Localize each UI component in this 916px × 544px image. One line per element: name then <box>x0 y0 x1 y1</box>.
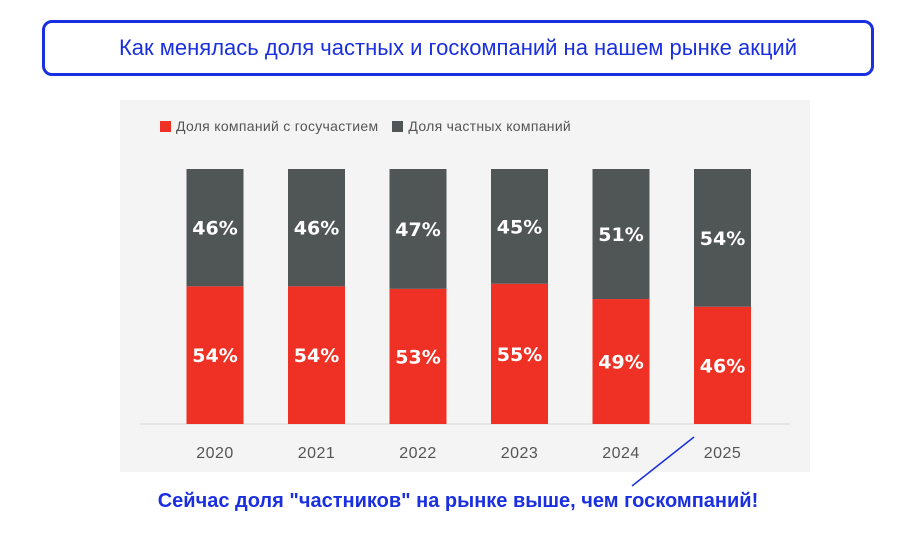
data-label-private-2022: 47% <box>395 219 440 241</box>
bar-state-2020 <box>186 286 244 424</box>
data-label-state-2022: 53% <box>395 346 440 368</box>
legend: Доля компаний с госучастием Доля частных… <box>160 116 585 136</box>
legend-swatch-state <box>160 120 171 132</box>
bar-state-2022 <box>389 288 447 424</box>
data-label-state-2021: 54% <box>294 345 339 367</box>
bar-state-2024 <box>592 299 650 424</box>
x-tick-label-2021: 2021 <box>298 445 336 462</box>
x-tick-label-2022: 2022 <box>399 445 437 462</box>
x-tick-label-2025: 2025 <box>704 445 742 462</box>
legend-item-private: Доля частных компаний <box>392 118 571 134</box>
bar-private-2023 <box>491 169 548 284</box>
x-tick-label-2024: 2024 <box>602 445 640 462</box>
data-label-private-2025: 54% <box>700 228 745 250</box>
legend-label-state: Доля компаний с госучастием <box>176 118 379 134</box>
annotation-note: Сейчас доля "частников" на рынке выше, ч… <box>157 490 759 512</box>
title-box: Как менялась доля частных и госкомпаний … <box>42 20 874 76</box>
bar-private-2022 <box>389 169 447 289</box>
bar-private-2025 <box>694 169 751 307</box>
data-label-private-2021: 46% <box>294 218 339 240</box>
legend-item-state: Доля компаний с госучастием <box>160 118 378 134</box>
x-tick-label-2023: 2023 <box>501 445 539 462</box>
legend-swatch-private <box>392 120 404 132</box>
data-label-private-2024: 51% <box>598 224 643 246</box>
chart-title: Как менялась доля частных и госкомпаний … <box>118 35 797 60</box>
legend-label-private: Доля частных компаний <box>408 118 572 134</box>
bar-state-2023 <box>491 283 548 424</box>
bar-private-2020 <box>186 169 244 287</box>
data-label-state-2024: 49% <box>598 352 643 374</box>
data-label-state-2023: 55% <box>497 344 542 366</box>
bar-private-2021 <box>288 169 345 287</box>
data-label-private-2020: 46% <box>192 218 237 240</box>
data-label-private-2023: 45% <box>497 216 542 238</box>
data-label-state-2025: 46% <box>700 355 745 377</box>
x-tick-label-2020: 2020 <box>196 445 234 462</box>
bar-private-2024 <box>592 169 650 300</box>
bar-state-2021 <box>288 286 345 424</box>
annotation-pointer-line <box>631 436 695 487</box>
bar-state-2025 <box>694 306 751 424</box>
data-label-state-2020: 54% <box>192 345 237 367</box>
